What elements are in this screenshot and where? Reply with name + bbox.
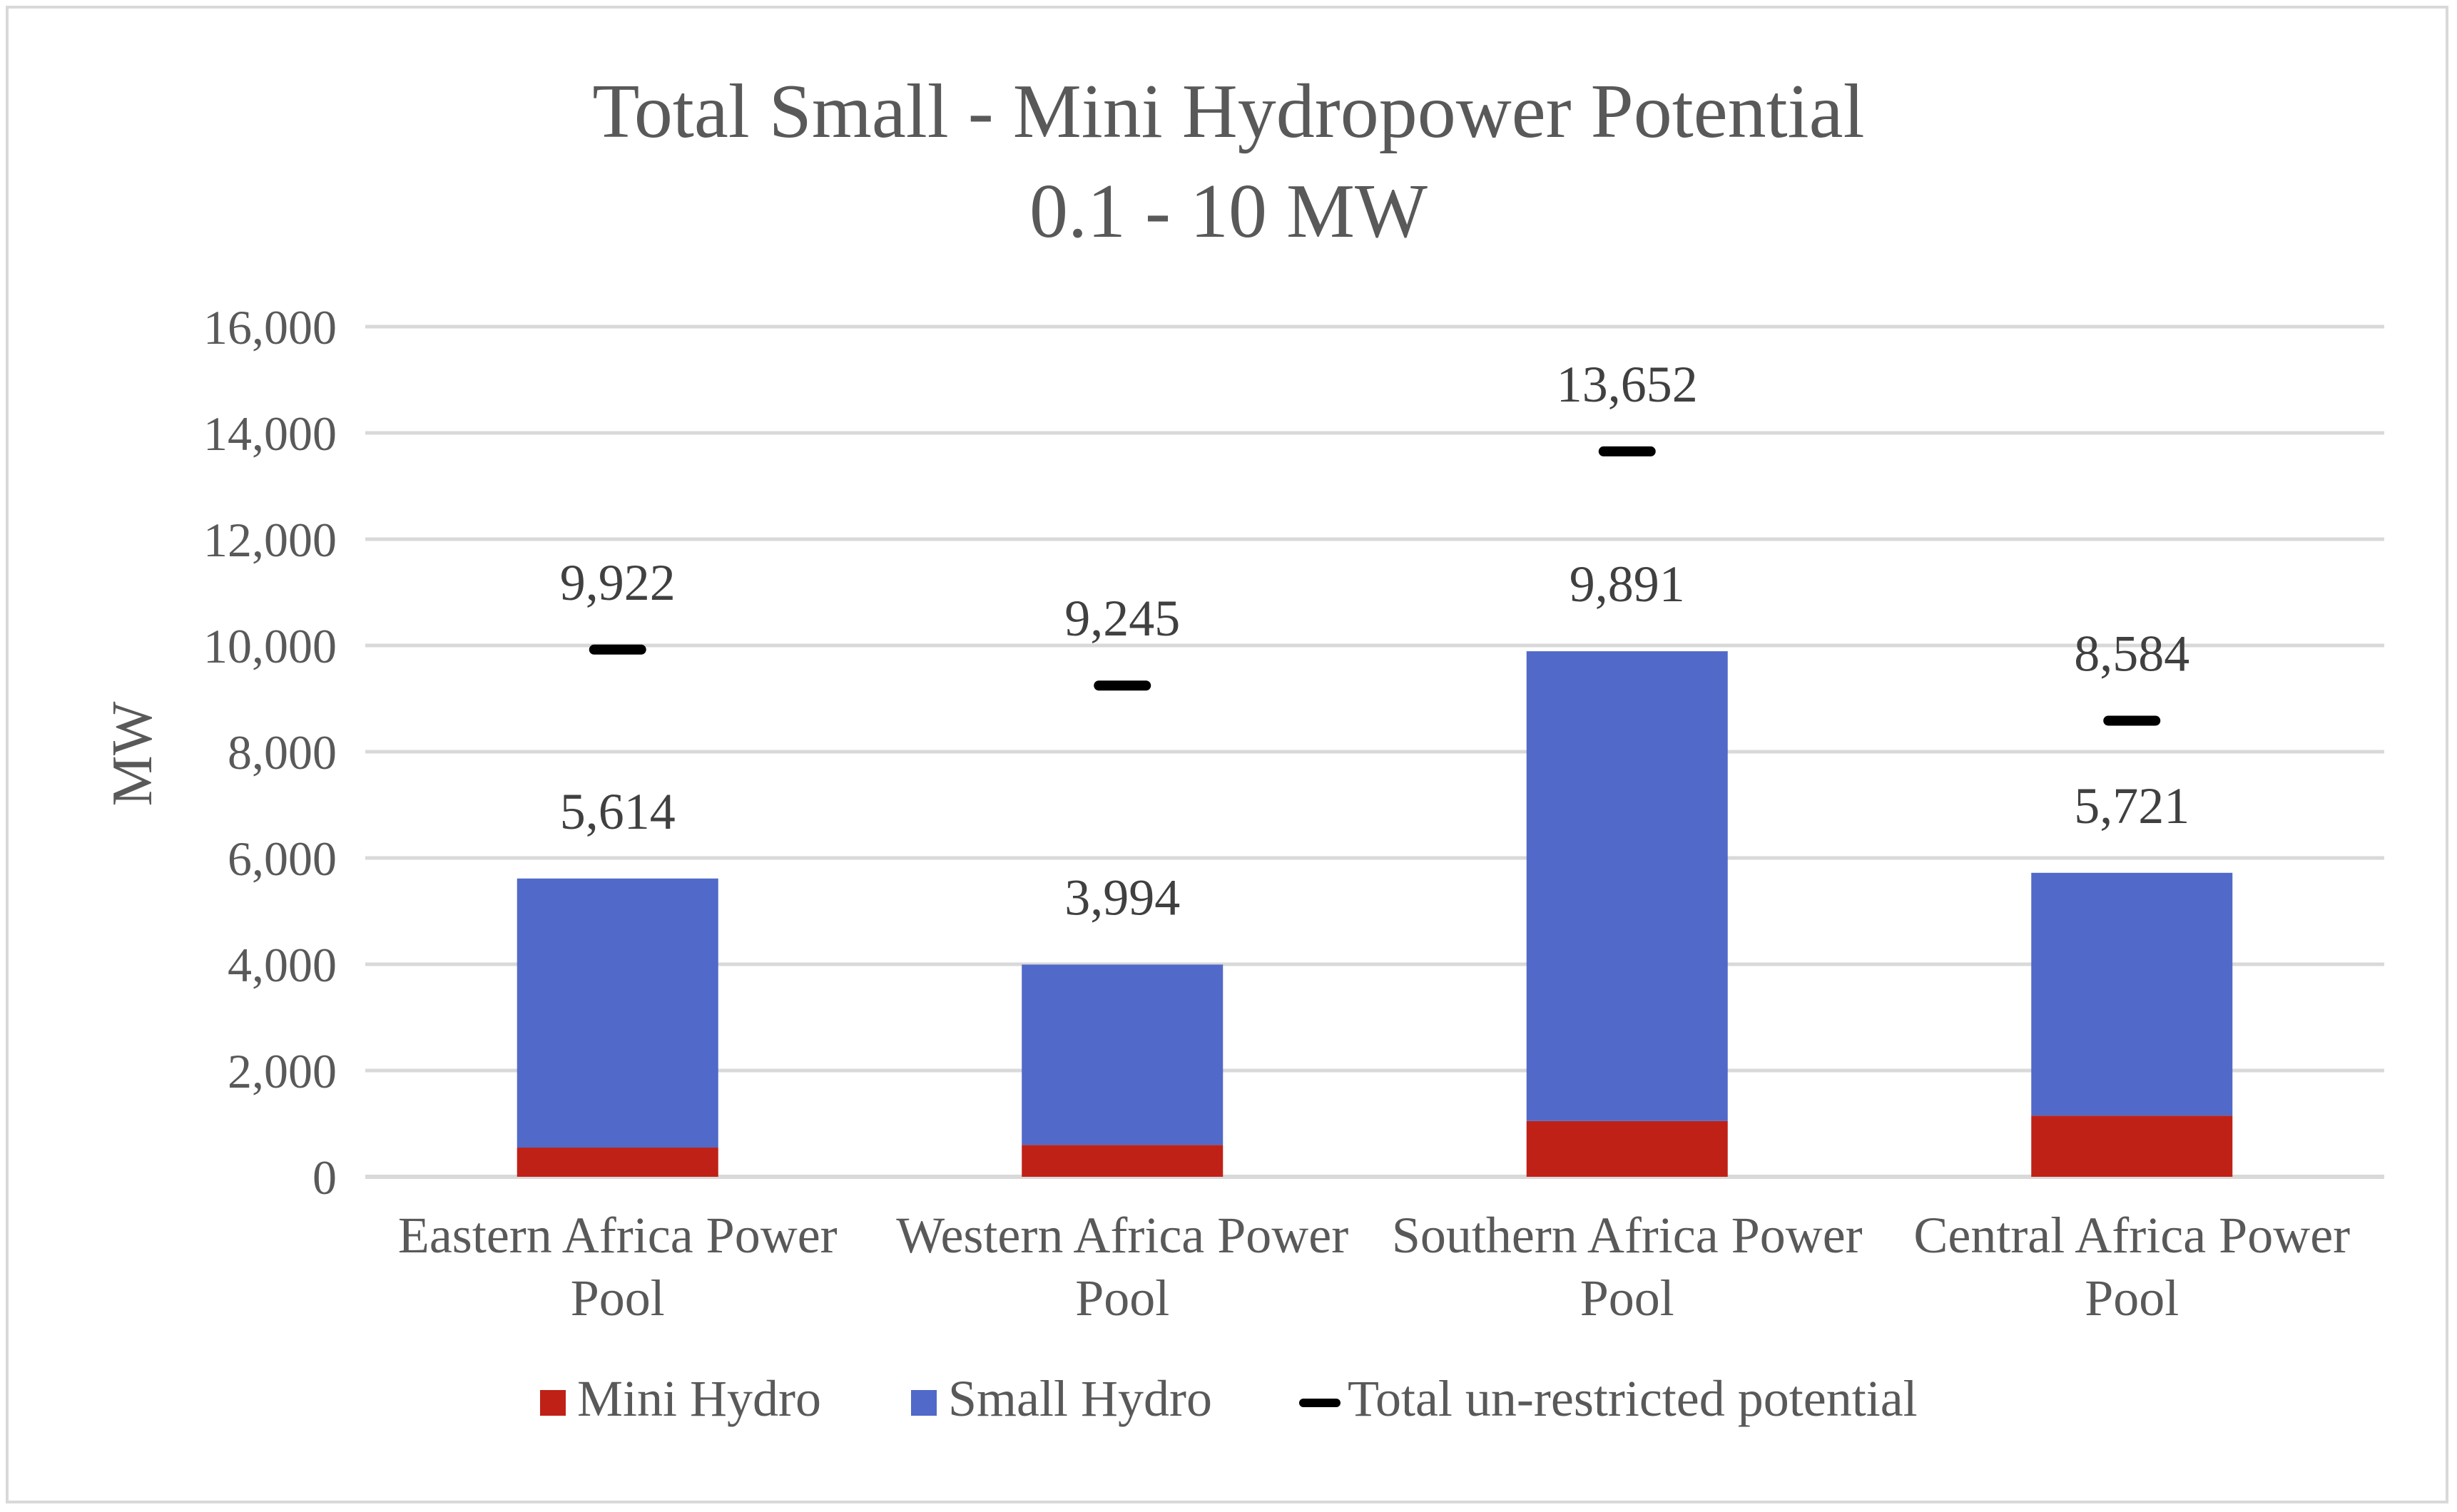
- y-axis-ticks: 0 2,000 4,000 6,000 8,000 10,000 12,000 14,000 1…: [203, 300, 337, 1205]
- y-tick-label: 8,000: [228, 725, 337, 780]
- x-tick-label: Pool: [1075, 1270, 1169, 1327]
- y-tick-label: 4,000: [228, 938, 337, 992]
- bar-segment-small-hydro: [1022, 964, 1224, 1145]
- legend-label: Mini Hydro: [577, 1370, 821, 1427]
- total-potential-label: 13,652: [1557, 356, 1698, 413]
- x-tick-label: Western Africa Power: [896, 1207, 1348, 1264]
- chart-title: Total Small - Mini Hydropower Potential 0…: [592, 69, 1864, 254]
- y-tick-label: 0: [312, 1150, 337, 1205]
- total-potential-label: 9,245: [1064, 590, 1180, 647]
- chart-frame: Total Small - Mini Hydropower Potential 0…: [6, 6, 2448, 1503]
- legend-item-mini-hydro: Mini Hydro: [540, 1370, 821, 1427]
- y-tick-label: 16,000: [203, 300, 337, 354]
- x-tick-label: Central Africa Power: [1913, 1207, 2350, 1264]
- bar-segment-mini-hydro: [1022, 1145, 1224, 1177]
- chart-svg: Total Small - Mini Hydropower Potential 0…: [101, 69, 2384, 1427]
- y-tick-label: 12,000: [203, 513, 337, 567]
- chart-title-line: Total Small - Mini Hydropower Potential: [592, 69, 1864, 154]
- stack-total-label: 3,994: [1064, 869, 1180, 926]
- chart-title-line: 0.1 - 10 MW: [1029, 169, 1428, 254]
- total-potential-label: 8,584: [2074, 625, 2189, 682]
- x-axis-ticks: Eastern Africa Power Pool Western Africa P…: [398, 1207, 2350, 1327]
- y-axis-label: MW: [101, 701, 164, 806]
- bar-segment-small-hydro: [517, 878, 718, 1148]
- legend-label: Total un-restricted potential: [1348, 1370, 1918, 1427]
- stack-total-label: 5,614: [560, 783, 676, 840]
- bars: [517, 651, 2233, 1177]
- legend-label: Small Hydro: [948, 1370, 1212, 1427]
- data-labels: 5,614 9,922 3,994 9,245 9,891 13,652 5,721 8,58…: [560, 356, 2190, 926]
- legend-swatch: [540, 1390, 566, 1416]
- legend: Mini Hydro Small Hydro Total un-restricted…: [540, 1370, 1918, 1427]
- bar-segment-mini-hydro: [1526, 1120, 1728, 1177]
- y-tick-label: 14,000: [203, 407, 337, 461]
- y-tick-label: 10,000: [203, 619, 337, 673]
- x-tick-label: Pool: [571, 1270, 665, 1327]
- x-tick-label: Southern Africa Power: [1392, 1207, 1863, 1264]
- stack-total-label: 9,891: [1570, 556, 1685, 613]
- bar-segment-small-hydro: [2031, 872, 2233, 1116]
- total-potential-label: 9,922: [560, 554, 676, 611]
- legend-item-total-un-restricted-potential: Total un-restricted potential: [1299, 1370, 1918, 1427]
- legend-swatch: [911, 1390, 937, 1416]
- bar-segment-mini-hydro: [517, 1148, 718, 1177]
- y-tick-label: 2,000: [228, 1044, 337, 1098]
- x-tick-label: Eastern Africa Power: [398, 1207, 838, 1264]
- x-tick-label: Pool: [2085, 1270, 2179, 1327]
- stack-total-label: 5,721: [2074, 777, 2189, 834]
- bar-segment-small-hydro: [1526, 651, 1728, 1121]
- markers: [589, 446, 2161, 726]
- legend-item-small-hydro: Small Hydro: [911, 1370, 1212, 1427]
- y-tick-label: 6,000: [228, 832, 337, 886]
- x-tick-label: Pool: [1580, 1270, 1674, 1327]
- bar-segment-mini-hydro: [2031, 1115, 2233, 1177]
